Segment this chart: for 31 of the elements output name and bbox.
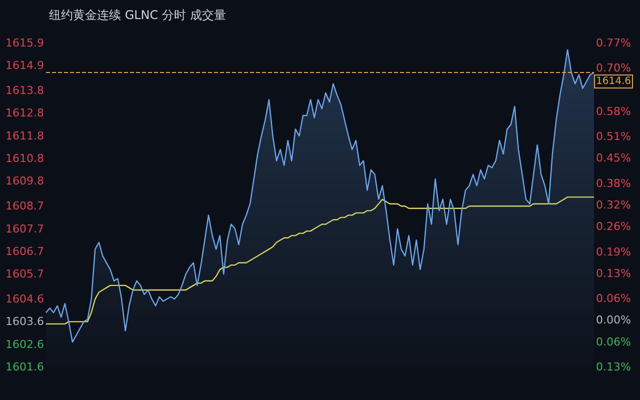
y-tick-label: 1606.7 bbox=[6, 244, 44, 258]
y-tick-label: 1615.9 bbox=[6, 36, 44, 50]
y2-tick-label: 0.51% bbox=[596, 130, 631, 144]
y2-tick-label: 0.45% bbox=[596, 152, 631, 165]
y2-tick-label: 0.70% bbox=[596, 62, 631, 75]
y2-tick-label: 0.00% bbox=[596, 314, 631, 327]
y2-tick-label: 0.06% bbox=[596, 292, 631, 306]
y-tick-label: 1607.7 bbox=[6, 222, 44, 236]
ref-line-label: 1614.6 bbox=[596, 76, 631, 87]
y2-tick-label: 0.77% bbox=[596, 36, 631, 50]
y-tick-label: 1611.8 bbox=[6, 129, 44, 142]
y2-tick-label: 0.06% bbox=[596, 335, 631, 348]
y2-tick-label: 0.32% bbox=[596, 198, 631, 212]
y-tick-label: 1608.7 bbox=[6, 200, 44, 213]
y2-tick-label: 0.26% bbox=[596, 220, 631, 234]
y2-tick-label: 0.38% bbox=[596, 176, 631, 190]
y-tick-label: 1601.6 bbox=[6, 360, 44, 374]
y-tick-label: 1614.9 bbox=[6, 59, 44, 72]
y-tick-label: 1613.8 bbox=[6, 84, 44, 98]
y2-tick-label: 0.19% bbox=[596, 245, 631, 258]
y-tick-label: 1612.8 bbox=[6, 106, 44, 120]
y-tick-label: 1605.7 bbox=[6, 268, 44, 281]
y-tick-label: 1604.6 bbox=[6, 292, 44, 306]
y2-tick-label: 0.13% bbox=[596, 266, 631, 280]
y-tick-label: 1603.6 bbox=[6, 315, 44, 328]
y-tick-label: 1602.6 bbox=[6, 338, 44, 351]
chart-title: 纽约黄金连续 GLNC 分时 成交量 bbox=[49, 8, 226, 22]
y-tick-label: 1610.8 bbox=[6, 152, 44, 166]
y-tick-label: 1609.8 bbox=[6, 174, 44, 188]
y2-tick-label: 0.13% bbox=[596, 360, 631, 374]
y2-tick-label: 0.58% bbox=[596, 104, 631, 118]
